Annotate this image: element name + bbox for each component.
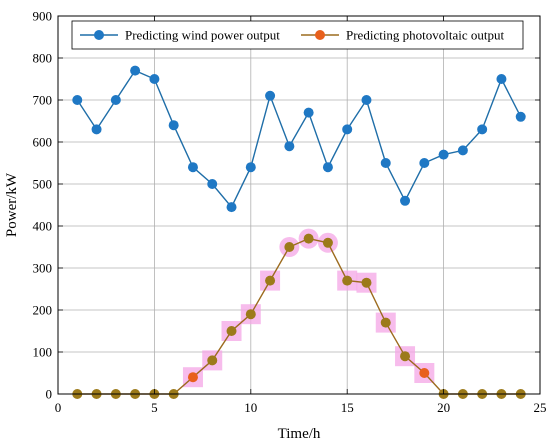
y-tick-labels: 0 100 200 300 400 500 600 700 800 900 (33, 9, 53, 402)
x-tick-labels: 0 5 10 15 20 25 (55, 400, 547, 415)
data-point-wind (265, 90, 276, 101)
series-points (72, 65, 526, 399)
data-point-wind (207, 179, 218, 189)
data-point-wind (515, 111, 526, 122)
y-tick-label: 0 (46, 387, 53, 402)
data-point-wind (457, 145, 468, 156)
plot-frame (57, 15, 541, 395)
x-tick-label: 5 (151, 400, 158, 415)
legend: Predicting wind power output Predicting … (71, 20, 524, 50)
data-point-wind (361, 95, 372, 105)
data-point-wind (477, 124, 488, 135)
data-point-pv (361, 277, 372, 288)
data-point-pv (226, 326, 237, 336)
data-point-wind (400, 195, 411, 206)
data-point-wind (322, 162, 333, 173)
legend-label-pv: Predicting photovoltaic output (346, 28, 505, 43)
data-point-wind (226, 202, 237, 213)
legend-marker-wind (94, 30, 104, 40)
data-point-wind (380, 158, 391, 168)
data-point-wind (438, 149, 449, 160)
y-tick-label: 400 (33, 219, 53, 234)
data-point-pv (322, 237, 333, 248)
legend-box (71, 20, 524, 50)
y-tick-label: 800 (33, 51, 53, 66)
x-axis-label: Time/h (278, 426, 321, 442)
data-point-wind (284, 141, 295, 152)
y-tick-label: 600 (33, 135, 53, 150)
data-point-wind (168, 120, 179, 131)
legend-label-wind: Predicting wind power output (125, 28, 280, 43)
plot-area (58, 16, 540, 394)
y-axis-label: Power/kW (4, 172, 20, 237)
data-point-pv (400, 351, 411, 362)
x-tick-label: 25 (534, 400, 547, 415)
data-point-pv (342, 275, 353, 286)
grid (58, 16, 540, 394)
data-point-pv (284, 242, 295, 252)
data-point-wind (303, 107, 314, 118)
y-tick-label: 300 (33, 261, 53, 276)
x-tick-label: 10 (244, 400, 257, 415)
data-point-wind (342, 124, 353, 135)
x-tick-label: 0 (55, 400, 62, 415)
data-point-pv (380, 317, 391, 328)
data-point-pv (265, 275, 276, 286)
data-point-pv (207, 355, 218, 366)
y-tick-label: 100 (33, 345, 53, 360)
data-point-wind (110, 95, 121, 105)
data-point-wind (245, 162, 256, 173)
axis-ticks (57, 15, 541, 395)
x-tick-label: 15 (341, 400, 354, 415)
data-point-wind (496, 74, 507, 84)
y-tick-label: 500 (33, 177, 53, 192)
data-point-pv (419, 368, 430, 378)
data-point-wind (187, 162, 198, 173)
data-point-pv (303, 233, 314, 244)
y-tick-label: 700 (33, 93, 53, 108)
data-point-pv (245, 309, 256, 320)
data-point-wind (149, 74, 160, 84)
x-tick-label: 20 (437, 400, 450, 415)
data-point-wind (91, 124, 102, 135)
data-point-pv (187, 372, 198, 383)
y-tick-label: 200 (33, 303, 53, 318)
data-point-wind (419, 158, 430, 168)
legend-marker-pv (315, 30, 325, 40)
y-tick-label: 900 (33, 9, 53, 24)
data-point-wind (130, 65, 141, 76)
data-point-wind (72, 95, 83, 105)
